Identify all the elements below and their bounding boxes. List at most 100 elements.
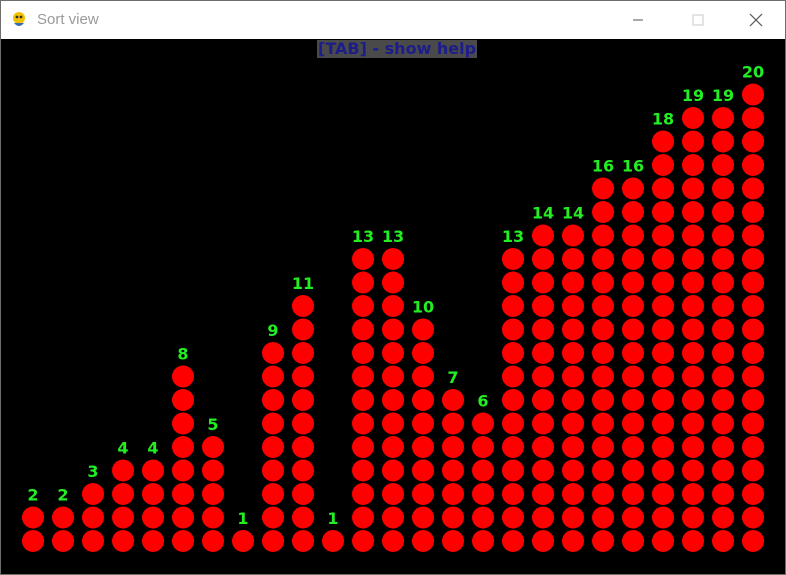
value-label: 1 — [237, 509, 248, 528]
ball — [712, 459, 734, 482]
ball — [682, 224, 704, 247]
ball — [742, 389, 764, 411]
ball — [262, 389, 284, 411]
ball — [712, 389, 734, 411]
ball — [682, 342, 704, 364]
ball — [112, 506, 134, 529]
ball — [472, 530, 494, 552]
maximize-button[interactable] — [675, 1, 721, 39]
bar-7: 1 — [232, 509, 254, 552]
ball — [292, 459, 314, 482]
maximize-icon — [692, 14, 704, 26]
ball — [502, 483, 524, 505]
ball — [502, 342, 524, 364]
ball — [562, 506, 584, 529]
ball — [532, 459, 554, 482]
ball — [742, 130, 764, 153]
ball — [682, 459, 704, 482]
ball — [712, 506, 734, 529]
ball — [382, 271, 404, 294]
ball — [142, 506, 164, 529]
ball — [742, 107, 764, 129]
ball — [652, 271, 674, 294]
ball — [292, 342, 314, 364]
ball — [622, 224, 644, 247]
ball — [742, 271, 764, 294]
bar-10: 1 — [322, 509, 344, 552]
value-label: 18 — [652, 110, 674, 129]
ball — [502, 295, 524, 317]
sort-canvas[interactable]: [TAB] - show help 2 2 3 4 4 8 5 1 9 11 1 13 13 10 7 6 13… — [1, 39, 785, 574]
ball — [622, 365, 644, 388]
ball — [712, 412, 734, 435]
ball — [682, 483, 704, 505]
ball — [562, 318, 584, 341]
value-label: 2 — [57, 486, 68, 505]
ball — [472, 483, 494, 505]
ball — [652, 530, 674, 552]
value-label: 2 — [27, 486, 38, 505]
ball — [712, 107, 734, 129]
ball — [202, 436, 224, 458]
ball — [172, 412, 194, 435]
ball — [502, 271, 524, 294]
minimize-button[interactable] — [615, 1, 661, 39]
ball — [142, 483, 164, 505]
ball — [532, 389, 554, 411]
ball — [562, 530, 584, 552]
ball — [622, 459, 644, 482]
ball — [292, 436, 314, 458]
ball — [532, 318, 554, 341]
ball — [502, 248, 524, 270]
ball — [472, 459, 494, 482]
ball — [442, 483, 464, 505]
ball — [412, 506, 434, 529]
ball — [262, 365, 284, 388]
ball — [262, 412, 284, 435]
ball — [412, 530, 434, 552]
ball — [622, 389, 644, 411]
ball — [82, 530, 104, 552]
ball — [442, 436, 464, 458]
value-label: 3 — [87, 462, 98, 481]
help-hint: [TAB] - show help — [317, 39, 478, 58]
title-bar[interactable]: Sort view — [1, 1, 785, 39]
ball — [592, 177, 614, 200]
bar-22: 19 — [682, 86, 704, 552]
ball — [22, 530, 44, 552]
ball — [742, 506, 764, 529]
close-icon — [749, 13, 763, 27]
ball — [172, 483, 194, 505]
ball — [742, 201, 764, 223]
ball — [652, 248, 674, 270]
ball — [682, 318, 704, 341]
ball — [622, 295, 644, 317]
ball — [682, 177, 704, 200]
ball — [442, 459, 464, 482]
ball — [532, 412, 554, 435]
ball — [142, 530, 164, 552]
value-label: 19 — [682, 86, 704, 105]
ball — [502, 318, 524, 341]
ball — [652, 412, 674, 435]
ball — [592, 436, 614, 458]
bar-0: 2 — [22, 486, 44, 552]
close-button[interactable] — [733, 1, 779, 39]
ball — [352, 483, 374, 505]
ball — [262, 342, 284, 364]
ball — [652, 436, 674, 458]
value-label: 19 — [712, 86, 734, 105]
ball — [622, 248, 644, 270]
ball — [82, 506, 104, 529]
value-label: 16 — [592, 157, 614, 176]
ball — [592, 530, 614, 552]
ball — [202, 506, 224, 529]
ball — [412, 436, 434, 458]
ball — [382, 295, 404, 317]
ball — [262, 459, 284, 482]
ball — [112, 459, 134, 482]
ball — [82, 483, 104, 505]
value-label: 4 — [147, 439, 158, 458]
ball — [52, 530, 74, 552]
